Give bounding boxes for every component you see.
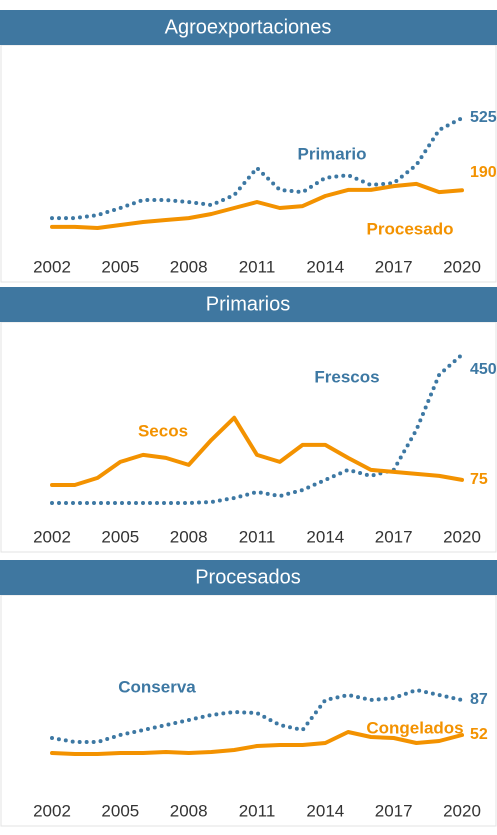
panel-border bbox=[0, 321, 497, 553]
x-tick-label: 2017 bbox=[375, 257, 413, 276]
x-tick-label: 2014 bbox=[306, 801, 344, 820]
x-tick-label: 2002 bbox=[33, 801, 71, 820]
panel-title: Primarios bbox=[206, 293, 290, 315]
end-value-label: 450 bbox=[470, 361, 497, 378]
end-value-label: 75 bbox=[470, 471, 488, 488]
end-value-label: 52 bbox=[470, 726, 488, 743]
x-tick-label: 2014 bbox=[306, 257, 344, 276]
series-line bbox=[50, 352, 464, 505]
x-tick-label: 2005 bbox=[101, 801, 139, 820]
x-tick-label: 2011 bbox=[239, 527, 276, 546]
series-label: Primario bbox=[298, 144, 367, 163]
x-tick-label: 2002 bbox=[33, 257, 71, 276]
panel-border bbox=[0, 594, 497, 827]
x-tick-label: 2020 bbox=[443, 257, 481, 276]
x-tick-label: 2008 bbox=[170, 801, 208, 820]
end-value-label: 190 bbox=[470, 164, 497, 181]
x-tick-label: 2005 bbox=[101, 257, 139, 276]
panel-title: Procesados bbox=[195, 566, 301, 588]
panel-border bbox=[0, 44, 497, 283]
series-label: Conserva bbox=[118, 677, 196, 696]
series-line bbox=[50, 415, 464, 487]
end-value-label: 525 bbox=[470, 109, 497, 126]
series-label: Procesado bbox=[367, 219, 454, 238]
series-label: Secos bbox=[138, 421, 188, 440]
series-label: Frescos bbox=[314, 367, 379, 386]
panel-header bbox=[0, 287, 497, 322]
series-line bbox=[50, 688, 464, 744]
x-tick-label: 2002 bbox=[33, 527, 71, 546]
series-label: Congelados bbox=[366, 718, 463, 737]
panel-header bbox=[0, 10, 497, 45]
x-tick-label: 2017 bbox=[375, 801, 413, 820]
panel-header bbox=[0, 560, 497, 595]
series-line bbox=[50, 730, 464, 756]
end-value-label: 87 bbox=[470, 691, 488, 708]
x-tick-label: 2005 bbox=[101, 527, 139, 546]
x-tick-label: 2008 bbox=[170, 257, 208, 276]
x-tick-label: 2011 bbox=[239, 257, 276, 276]
x-tick-label: 2014 bbox=[306, 527, 344, 546]
x-tick-label: 2020 bbox=[443, 801, 481, 820]
series-line bbox=[50, 181, 464, 230]
x-tick-label: 2011 bbox=[239, 801, 276, 820]
series-line bbox=[50, 116, 464, 221]
x-tick-label: 2020 bbox=[443, 527, 481, 546]
panel-title: Agroexportaciones bbox=[165, 16, 332, 38]
x-tick-label: 2008 bbox=[170, 527, 208, 546]
x-tick-label: 2017 bbox=[375, 527, 413, 546]
